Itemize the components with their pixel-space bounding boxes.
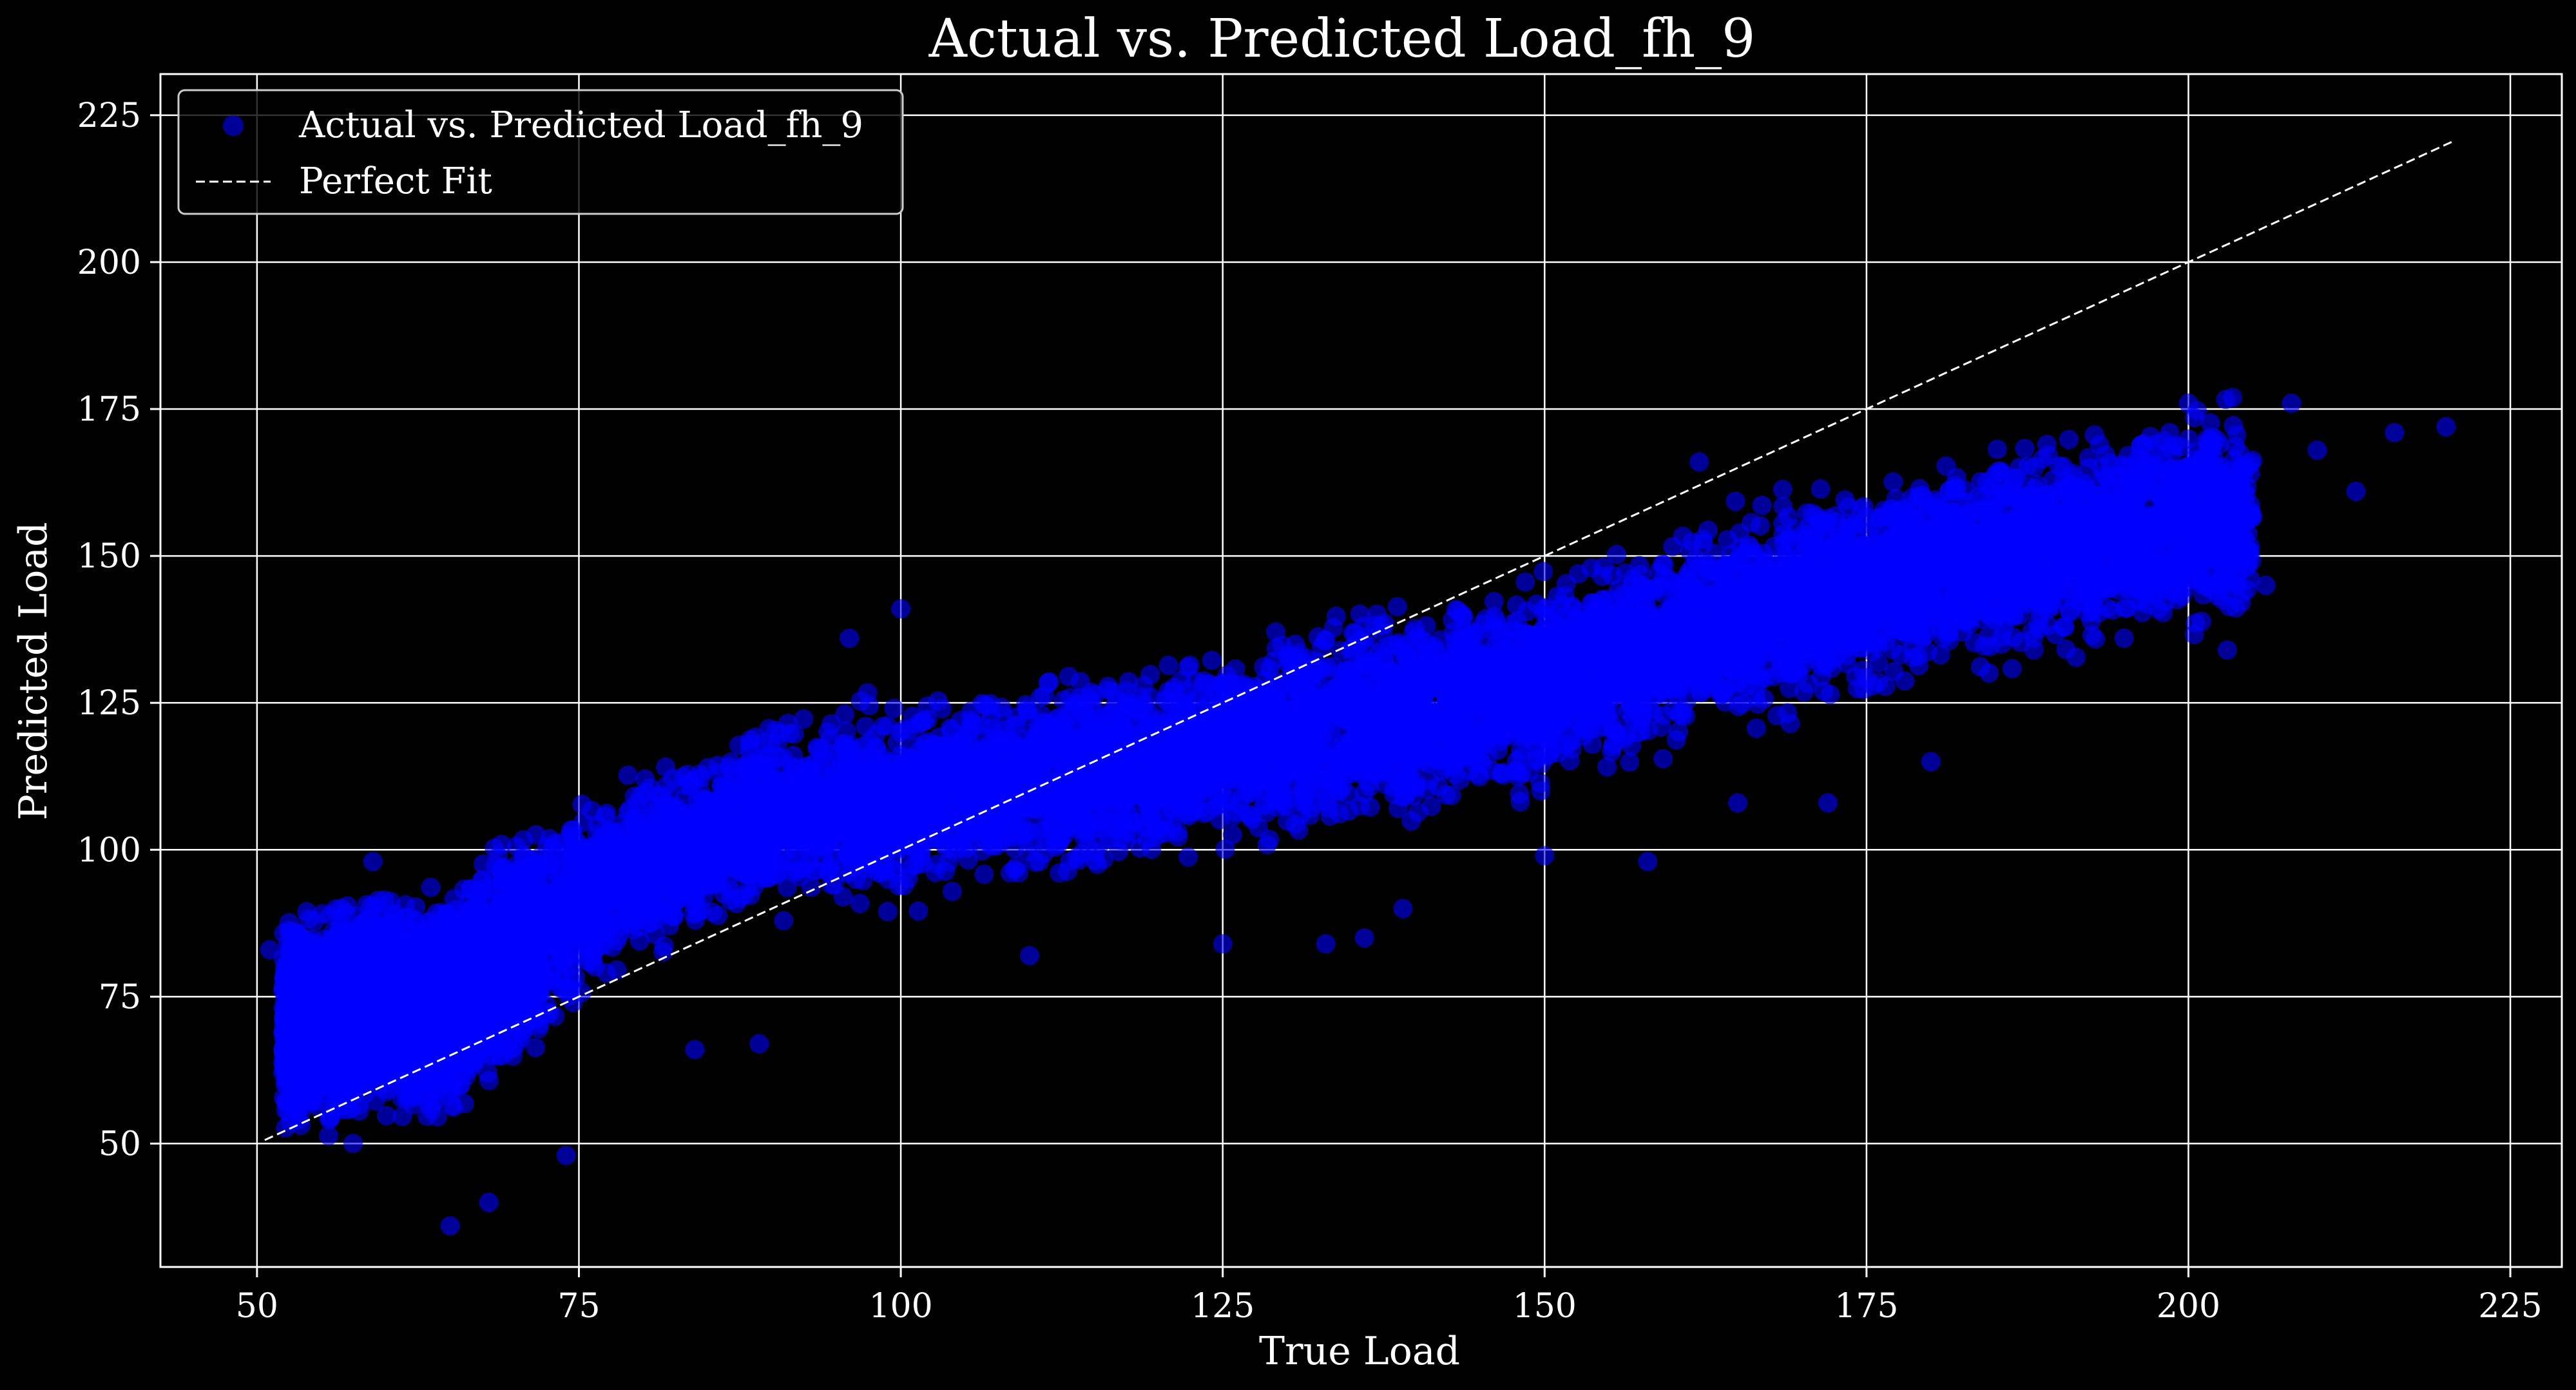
- scatter-point: [2084, 425, 2104, 445]
- scatter-point: [2217, 640, 2237, 660]
- scatter-point: [1602, 742, 1622, 762]
- scatter-point: [2066, 647, 2086, 667]
- scatter-point: [1653, 748, 1673, 768]
- scatter-point: [1533, 562, 1553, 582]
- scatter-point: [958, 850, 978, 870]
- scatter-point: [974, 864, 994, 884]
- scatter-point: [1030, 687, 1050, 707]
- scatter-point: [1597, 757, 1617, 777]
- scatter-point: [1883, 472, 1903, 492]
- scatter-points: [260, 388, 2456, 1236]
- scatter-point: [794, 709, 814, 729]
- scatter-point: [618, 765, 638, 785]
- scatter-point: [343, 1134, 363, 1154]
- scatter-point: [774, 911, 794, 931]
- scatter-point: [2037, 435, 2057, 454]
- scatter-point: [1746, 718, 1766, 738]
- scatter-point: [2015, 439, 2035, 459]
- scatter-point: [932, 699, 952, 719]
- scatter-point: [1265, 622, 1285, 642]
- scatter-point: [1725, 491, 1745, 511]
- scatter-point: [1607, 544, 1626, 564]
- scatter-point: [856, 716, 876, 736]
- scatter-point: [1178, 847, 1198, 867]
- scatter-point: [318, 1126, 338, 1146]
- scatter-point: [1202, 651, 1222, 671]
- scatter-point: [777, 877, 797, 897]
- scatter-point: [421, 877, 441, 897]
- scatter-point: [526, 1038, 546, 1058]
- scatter-point: [2059, 430, 2079, 450]
- scatter-point: [1620, 752, 1640, 772]
- scatter-point: [942, 881, 962, 901]
